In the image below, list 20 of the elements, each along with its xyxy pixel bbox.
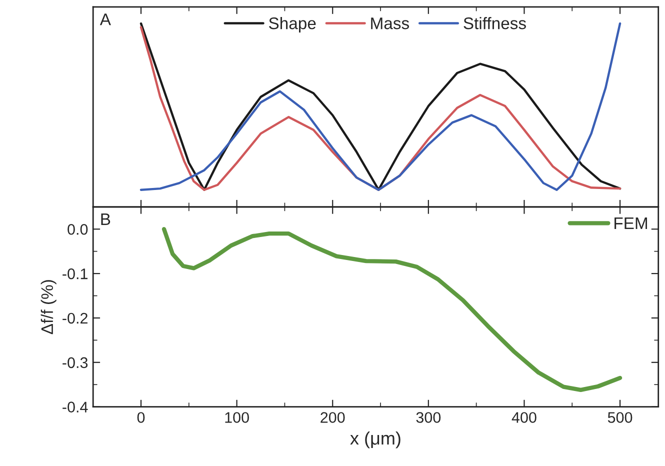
legend-label: FEM [614, 218, 647, 229]
legend-label: Mass [371, 18, 409, 30]
y-tick-label: 0.0 [68, 224, 88, 235]
annotation: A [100, 14, 111, 26]
line-series [162, 227, 622, 392]
legend-label: Shape [269, 16, 316, 33]
x-tick-label: 0 [137, 412, 145, 423]
annotation: B [101, 214, 110, 225]
x-axis-title: x (μm) [350, 431, 400, 448]
y-tick-label: -0.4 [62, 402, 88, 413]
x-tick-label: 200 [320, 412, 345, 423]
y-axis-title: Δf/f (%) [40, 280, 56, 334]
y-tick-label: -0.3 [62, 357, 88, 368]
y-tick-label: -0.2 [62, 312, 88, 324]
x-tick-label: 100 [225, 412, 249, 423]
x-tick-label: 500 [608, 412, 632, 423]
x-tick-label: 400 [512, 412, 536, 423]
y-tick-label: -0.1 [62, 268, 88, 280]
legend-label: Stiffness [464, 16, 526, 30]
x-tick-label: 300 [416, 412, 441, 423]
